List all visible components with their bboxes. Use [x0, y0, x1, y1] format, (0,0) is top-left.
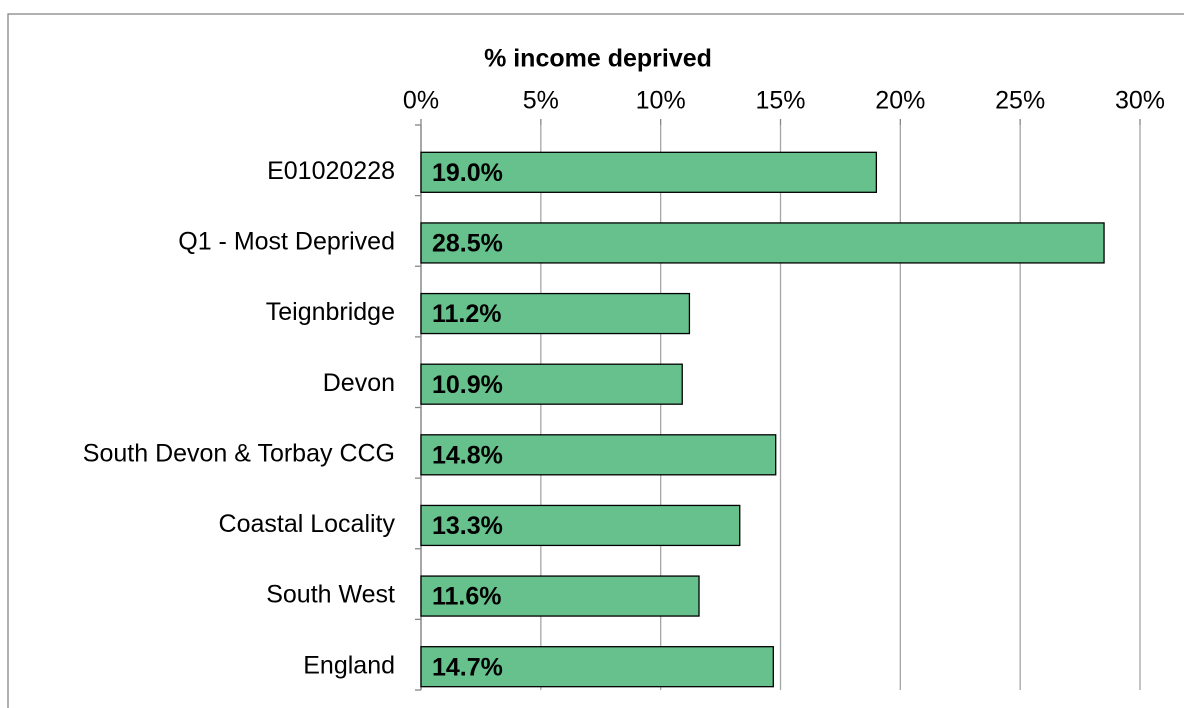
y-tick-label: England [303, 651, 395, 679]
bar [420, 363, 683, 405]
bar [420, 434, 777, 476]
bar [420, 222, 1105, 264]
x-tick-label: 20% [875, 87, 925, 115]
bar [420, 292, 691, 335]
data-label: 10.9% [432, 371, 503, 399]
y-tick-label: South West [266, 581, 395, 609]
bar [420, 151, 878, 193]
y-tick-label: Teignbridge [266, 298, 395, 326]
data-label: 11.2% [432, 300, 502, 328]
x-tick-label: 30% [1115, 87, 1165, 115]
axis-title: % income deprived [484, 45, 712, 73]
bar [420, 646, 774, 688]
x-tick-label: 5% [523, 87, 559, 115]
data-label: 13.3% [432, 512, 503, 540]
y-tick-label: Devon [323, 369, 395, 397]
chart-frame [7, 13, 1184, 708]
y-tick-label: South Devon & Torbay CCG [83, 439, 395, 467]
data-label: 11.6% [432, 583, 502, 611]
x-tick-label: 15% [755, 87, 805, 115]
data-label: 14.8% [432, 441, 503, 469]
x-tick-label: 10% [636, 87, 686, 115]
y-tick-label: Q1 - Most Deprived [178, 228, 395, 256]
y-tick-label: Coastal Locality [219, 510, 396, 538]
data-label: 28.5% [432, 230, 503, 258]
data-label: 14.7% [432, 653, 503, 681]
y-tick-label: E01020228 [267, 157, 395, 185]
bar [420, 575, 700, 617]
x-tick-label: 25% [995, 87, 1045, 115]
x-tick-label: 0% [403, 87, 439, 115]
data-label: 19.0% [432, 159, 503, 187]
bar [420, 504, 741, 547]
